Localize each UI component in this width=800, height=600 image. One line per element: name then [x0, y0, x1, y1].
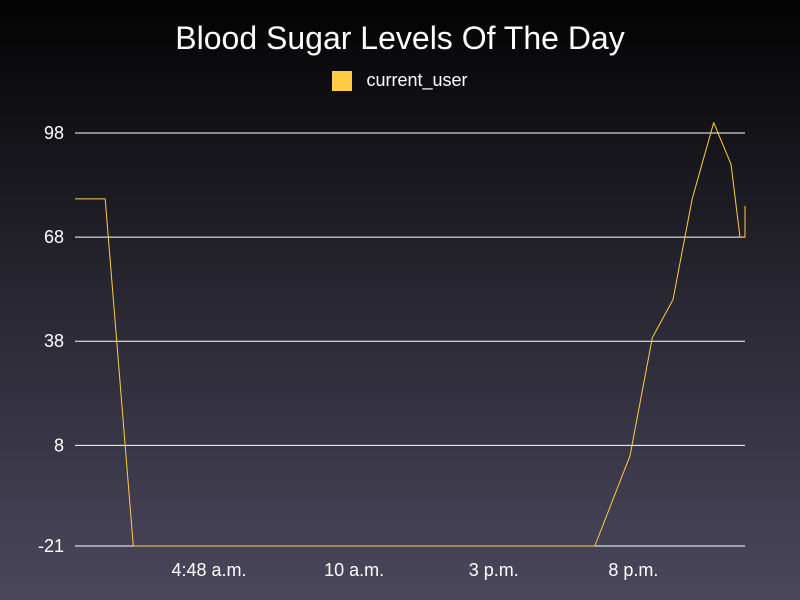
x-axis-tick-labels: 4:48 a.m. 10 a.m. 3 p.m. 8 p.m.: [171, 560, 658, 580]
y-axis-tick-labels: 98 68 38 8 -21: [38, 123, 64, 556]
gridlines: [75, 132, 745, 547]
legend-label: current_user: [366, 70, 468, 90]
legend-swatch: [332, 70, 353, 91]
y-tick-label: 68: [44, 227, 64, 247]
chart-title: Blood Sugar Levels Of The Day: [175, 20, 625, 56]
x-tick-label: 8 p.m.: [608, 560, 658, 580]
y-tick-label: 98: [44, 123, 64, 143]
legend: current_user: [0, 70, 800, 91]
y-tick-label: 8: [54, 435, 64, 455]
x-tick-label: 4:48 a.m.: [171, 560, 246, 580]
x-tick-label: 10 a.m.: [324, 560, 384, 580]
y-tick-label: 38: [44, 331, 64, 351]
series-line-current-user: [75, 122, 746, 547]
series-layer: [75, 122, 746, 547]
y-tick-label: -21: [38, 536, 64, 556]
x-tick-label: 3 p.m.: [469, 560, 519, 580]
